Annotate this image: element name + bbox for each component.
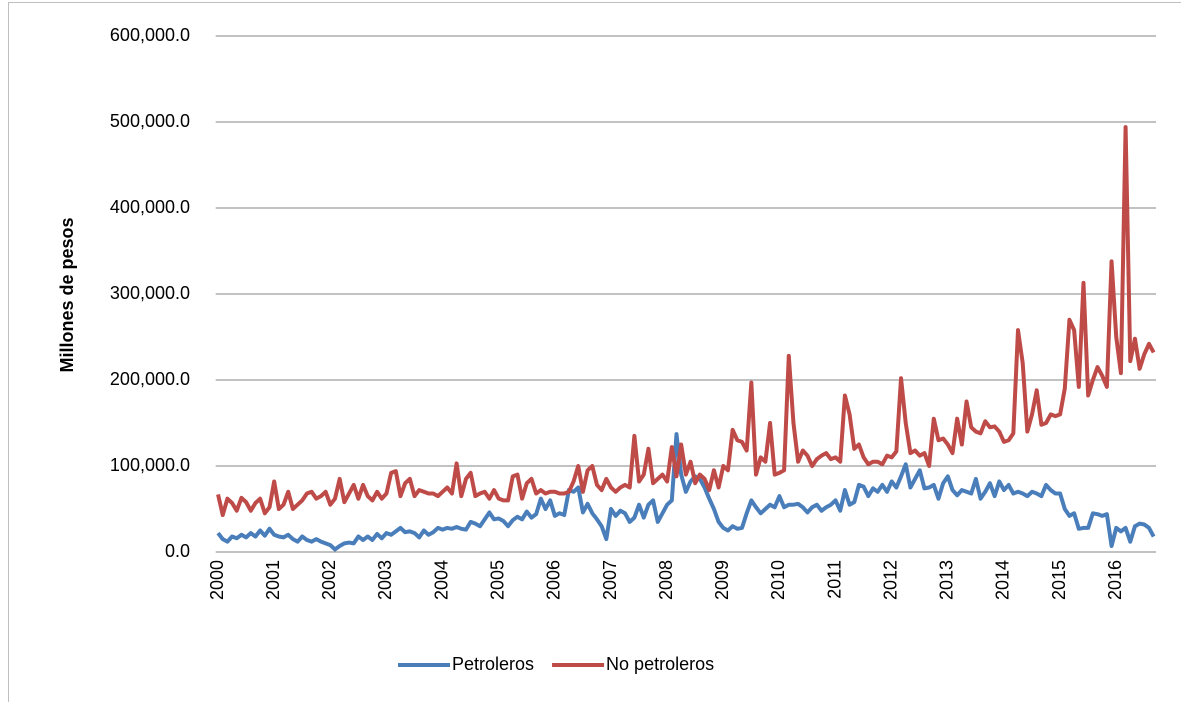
line-series bbox=[218, 434, 1154, 549]
x-tick-label: 2010 bbox=[768, 560, 788, 600]
line-series bbox=[218, 127, 1154, 515]
x-tick-label: 2006 bbox=[544, 560, 564, 600]
y-tick-label: 200,000.0 bbox=[110, 369, 190, 389]
x-tick-label: 2011 bbox=[824, 560, 844, 599]
x-tick-label: 2005 bbox=[487, 560, 507, 600]
x-tick-label: 2013 bbox=[937, 560, 957, 600]
y-tick-label: 0.0 bbox=[165, 541, 190, 561]
x-tick-label: 2000 bbox=[207, 560, 227, 600]
y-tick-label: 300,000.0 bbox=[110, 283, 190, 303]
y-axis-label: Millones de pesos bbox=[57, 217, 77, 372]
legend-label: Petroleros bbox=[452, 654, 534, 674]
y-tick-label: 600,000.0 bbox=[110, 25, 190, 45]
x-tick-label: 2004 bbox=[431, 560, 451, 600]
y-tick-label: 100,000.0 bbox=[110, 455, 190, 475]
x-tick-label: 2014 bbox=[993, 560, 1013, 600]
y-tick-label: 500,000.0 bbox=[110, 111, 190, 131]
x-tick-label: 2009 bbox=[712, 560, 732, 600]
x-tick-label: 2001 bbox=[263, 560, 283, 600]
x-tick-label: 2012 bbox=[880, 560, 900, 600]
x-tick-label: 2015 bbox=[1049, 560, 1069, 600]
x-tick-label: 2007 bbox=[600, 560, 620, 600]
x-tick-label: 2016 bbox=[1105, 560, 1125, 600]
x-tick-label: 2002 bbox=[319, 560, 339, 600]
x-tick-label: 2003 bbox=[375, 560, 395, 600]
legend-label: No petroleros bbox=[606, 654, 714, 674]
y-tick-label: 400,000.0 bbox=[110, 197, 190, 217]
x-tick-label: 2008 bbox=[656, 560, 676, 600]
